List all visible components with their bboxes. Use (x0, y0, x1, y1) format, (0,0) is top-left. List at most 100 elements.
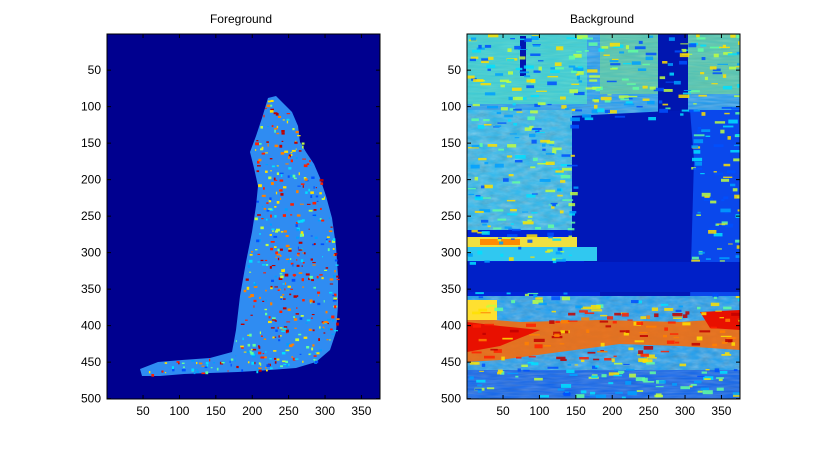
speckle (297, 295, 299, 298)
speckle (312, 344, 315, 347)
speckle (270, 286, 273, 290)
speckle (627, 319, 633, 321)
speckle (577, 35, 588, 40)
speckle (298, 272, 303, 274)
speckle (601, 46, 609, 49)
speckle (317, 219, 322, 222)
speckle (474, 176, 478, 181)
speckle (725, 338, 733, 342)
speckle (308, 277, 310, 281)
speckle (547, 76, 559, 78)
speckle (658, 100, 663, 104)
speckle (216, 367, 219, 371)
speckle (478, 44, 482, 49)
speckle (481, 60, 489, 64)
speckle (497, 238, 502, 242)
speckle (697, 306, 701, 310)
speckle (255, 249, 258, 251)
speckle (296, 229, 300, 232)
speckle (477, 384, 483, 387)
speckle (575, 305, 583, 309)
speckle (235, 340, 237, 343)
speckle (542, 148, 546, 151)
speckle (560, 96, 566, 100)
speckle (527, 215, 533, 218)
speckle (508, 174, 514, 177)
speckle (266, 202, 269, 204)
speckle (659, 76, 666, 80)
speckle (554, 333, 560, 338)
speckle (332, 248, 335, 250)
speckle (625, 45, 629, 50)
speckle (589, 395, 597, 397)
speckle (535, 297, 543, 300)
speckle (334, 253, 338, 255)
speckle (276, 358, 280, 361)
speckle (274, 179, 278, 181)
speckle (733, 158, 740, 162)
speckle (320, 243, 325, 246)
speckle (526, 194, 536, 198)
speckle (301, 265, 303, 267)
speckle (312, 329, 315, 332)
speckle (204, 366, 208, 369)
speckle (542, 144, 546, 147)
speckle (637, 68, 647, 71)
speckle (277, 248, 280, 252)
speckle (319, 326, 321, 329)
speckle (493, 349, 502, 353)
speckle (256, 370, 259, 374)
speckle (516, 111, 523, 113)
speckle (723, 176, 733, 178)
speckle (582, 114, 592, 118)
speckle (474, 196, 483, 201)
speckle (663, 89, 673, 92)
speckle (311, 314, 315, 316)
speckle (263, 187, 265, 190)
speckle (573, 67, 584, 72)
foreground-y-tick-label: 150 (81, 136, 101, 150)
background-y-tick-label: 350 (441, 282, 461, 296)
speckle (296, 236, 300, 239)
background-y-tick-label: 250 (441, 209, 461, 223)
speckle (322, 326, 325, 329)
speckle (308, 353, 311, 356)
speckle (333, 293, 337, 297)
speckle (496, 111, 502, 115)
speckle (191, 368, 195, 372)
speckle (555, 170, 564, 173)
speckle (292, 357, 296, 361)
speckle (531, 35, 539, 37)
speckle (262, 264, 266, 266)
speckle (473, 79, 484, 82)
speckle (638, 350, 644, 355)
speckle (524, 341, 529, 346)
speckle (274, 275, 277, 278)
speckle (270, 367, 273, 370)
speckle (510, 38, 515, 40)
speckle (708, 228, 715, 231)
speckle (281, 132, 285, 135)
foreground-y-tick-label: 300 (81, 246, 101, 260)
speckle (735, 296, 740, 299)
speckle (310, 258, 313, 261)
speckle (531, 139, 537, 144)
speckle (278, 115, 282, 118)
speckle (276, 132, 280, 135)
cat-speckles (148, 99, 340, 377)
speckle (279, 335, 282, 337)
speckle (234, 359, 236, 362)
speckle (486, 305, 490, 308)
speckle (714, 172, 723, 176)
speckle (709, 66, 717, 70)
speckle (472, 49, 481, 53)
speckle (488, 56, 494, 60)
speckle (510, 223, 514, 225)
speckle (236, 365, 239, 369)
speckle (700, 72, 705, 75)
speckle (255, 142, 259, 146)
background-y-tick-label: 400 (441, 319, 461, 333)
speckle (713, 171, 717, 173)
speckle (151, 374, 155, 377)
speckle (277, 257, 280, 261)
